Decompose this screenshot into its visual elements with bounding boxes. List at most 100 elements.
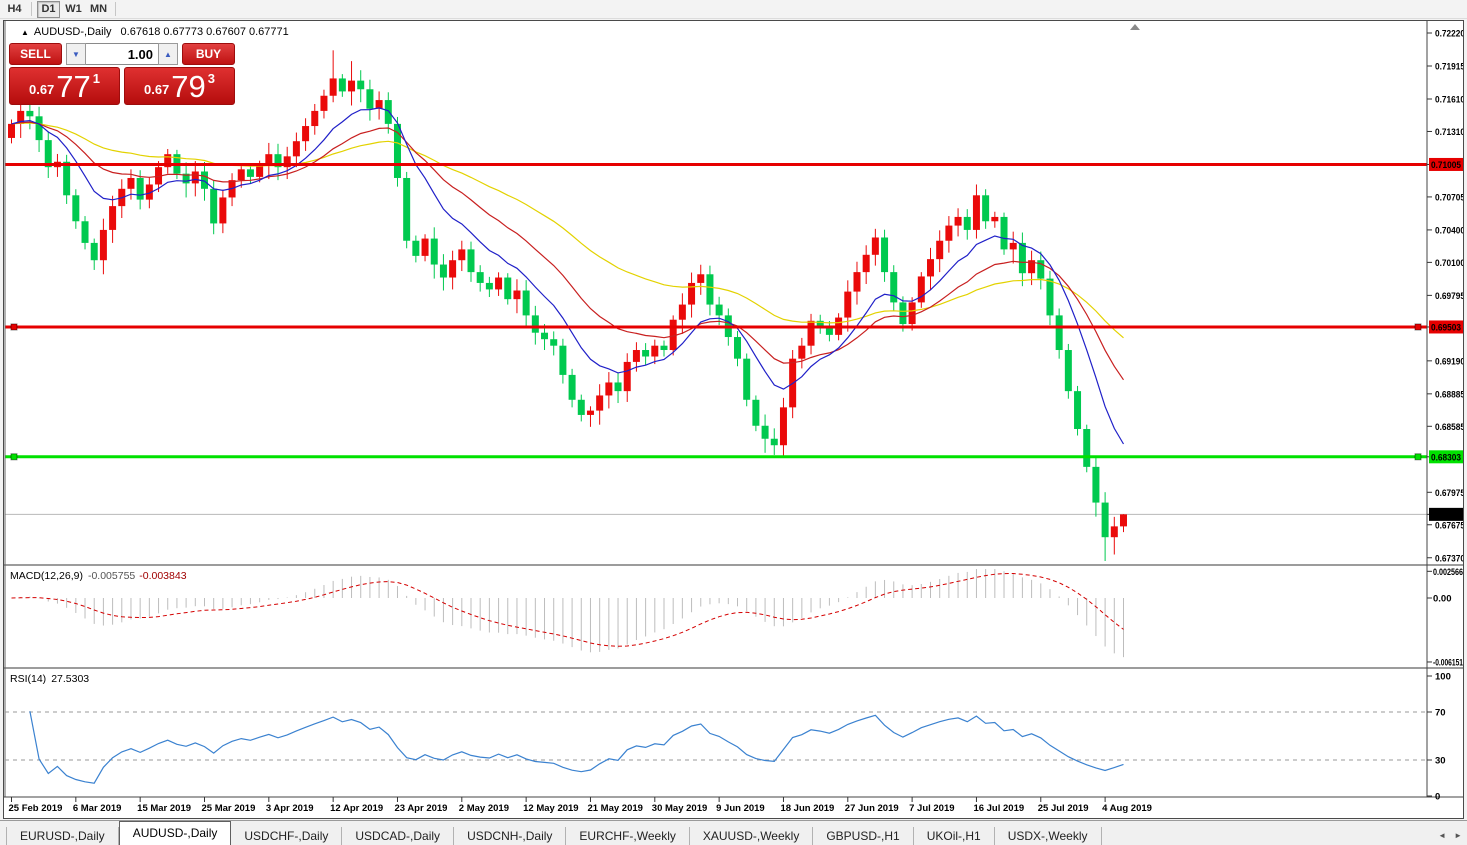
svg-text:0.68885: 0.68885	[1435, 389, 1463, 400]
buy-button[interactable]: BUY	[182, 43, 235, 65]
line-handle[interactable]	[1414, 323, 1422, 331]
svg-text:25 Mar 2019: 25 Mar 2019	[201, 803, 255, 814]
svg-text:0.70400: 0.70400	[1435, 225, 1463, 236]
tab-scroll-controls: ◄ ►	[1438, 831, 1462, 840]
tab-scroll-right-icon[interactable]: ►	[1454, 831, 1462, 840]
rsi-pane	[5, 711, 1427, 784]
sell-price-big: 77	[56, 68, 91, 104]
candles-layer	[8, 50, 1127, 561]
svg-text:0.67370: 0.67370	[1435, 553, 1463, 564]
svg-text:30 May 2019: 30 May 2019	[652, 803, 707, 814]
svg-text:7 Jul 2019: 7 Jul 2019	[909, 803, 954, 814]
svg-text:3 Apr 2019: 3 Apr 2019	[266, 803, 314, 814]
svg-text:12 Apr 2019: 12 Apr 2019	[330, 803, 383, 814]
chart-tab-AUDUSD-Daily[interactable]: AUDUSD-,Daily	[118, 821, 232, 845]
svg-text:70: 70	[1435, 708, 1446, 719]
macd-signal-value: -0.003843	[139, 570, 187, 582]
buy-price-pip: 3	[207, 71, 216, 86]
macd-signal-line	[11, 572, 1124, 647]
chart-canvas[interactable]: 0.72220 0.71915 0.71610 0.71310 0.71005 0.707…	[4, 21, 1463, 818]
svg-text:0.71610: 0.71610	[1435, 94, 1463, 105]
chart-window: 0.72220 0.71915 0.71610 0.71310 0.71005 0.707…	[3, 20, 1464, 819]
line-handle[interactable]	[10, 453, 18, 461]
svg-text:0.68585: 0.68585	[1435, 422, 1463, 433]
chart-tabs: EURUSD-,Daily AUDUSD-,Daily USDCHF-,Daily U…	[0, 821, 1467, 845]
line-handle[interactable]	[10, 323, 18, 331]
chart-tab-USDCAD-Daily[interactable]: USDCAD-,Daily	[342, 827, 455, 845]
svg-text:0.002566: 0.002566	[1433, 567, 1463, 578]
svg-text:0.68303: 0.68303	[1431, 452, 1461, 463]
timeframe-button-D1[interactable]: D1	[37, 0, 60, 18]
svg-text:0.69503: 0.69503	[1431, 322, 1461, 333]
symbol-triangle-icon: ▲	[21, 28, 29, 37]
chart-tab-bar: EURUSD-,Daily AUDUSD-,Daily USDCHF-,Daily U…	[0, 820, 1467, 845]
symbol-name: AUDUSD-,Daily	[33, 26, 112, 38]
rsi-value: 27.5303	[51, 673, 90, 685]
chart-tab-USDCNH-Daily[interactable]: USDCNH-,Daily	[454, 827, 567, 845]
price-marker-0.67771	[1429, 507, 1463, 521]
volume-increase-button[interactable]: ▲	[158, 43, 178, 65]
rsi-name: RSI(14)	[10, 673, 47, 685]
horizontal-lines-layer	[5, 162, 1427, 461]
svg-text:0.67975: 0.67975	[1435, 488, 1463, 499]
chart-tab-XAUUSD-Weekly[interactable]: XAUUSD-,Weekly	[690, 827, 814, 845]
timeframe-button-H4[interactable]: H4	[3, 1, 26, 18]
slow-ma	[11, 122, 1124, 339]
svg-text:4 Aug 2019: 4 Aug 2019	[1102, 803, 1152, 814]
svg-text:0.71915: 0.71915	[1435, 61, 1463, 72]
chevron-up-icon: ▲	[164, 49, 172, 59]
chart-tab-EURCHF-Weekly[interactable]: EURCHF-,Weekly	[566, 827, 690, 845]
chart-tab-USDX-Weekly[interactable]: USDX-,Weekly	[995, 827, 1102, 845]
timeframe-toolbar: H4 D1 W1 MN	[0, 0, 1467, 19]
toolbar-separator	[31, 2, 32, 16]
chart-tab-EURUSD-Daily[interactable]: EURUSD-,Daily	[6, 827, 119, 845]
svg-text:21 May 2019: 21 May 2019	[587, 803, 642, 814]
chart-shift-marker-icon	[1130, 24, 1140, 30]
trade-panel-top-row: SELL ▼ ▲ BUY	[9, 43, 235, 65]
buy-price-prefix: 0.67	[143, 82, 170, 97]
buy-price-big: 79	[171, 68, 206, 104]
svg-text:0.69795: 0.69795	[1435, 291, 1463, 302]
volume-decrease-button[interactable]: ▼	[66, 43, 86, 65]
price-scale[interactable]: 0.72220 0.71915 0.71610 0.71310 0.71005 0.707…	[1427, 29, 1463, 803]
timeframe-buttons: H4 D1 W1 MN	[2, 0, 120, 18]
sell-price-pip: 1	[92, 71, 101, 86]
price-marker-0.71005	[1429, 157, 1463, 171]
sell-button[interactable]: SELL	[9, 43, 62, 65]
svg-text:0: 0	[1435, 792, 1440, 803]
chart-tab-GBPUSD-H1[interactable]: GBPUSD-,H1	[813, 827, 914, 845]
chevron-down-icon: ▼	[72, 49, 80, 59]
svg-text:12 May 2019: 12 May 2019	[523, 803, 578, 814]
volume-input[interactable]	[86, 43, 158, 65]
chart-tab-USDCHF-Daily[interactable]: USDCHF-,Daily	[231, 827, 343, 845]
svg-text:0.69190: 0.69190	[1435, 356, 1463, 367]
timeframe-button-W1[interactable]: W1	[62, 1, 85, 18]
line-handle[interactable]	[1414, 453, 1422, 461]
svg-text:2 May 2019: 2 May 2019	[459, 803, 509, 814]
buy-price-button[interactable]: 0.67 79 3	[124, 67, 235, 105]
rsi-indicator-label: RSI(14) 27.5303	[10, 673, 89, 685]
svg-text:0.70705: 0.70705	[1435, 192, 1463, 203]
sell-price-button[interactable]: 0.67 77 1	[9, 67, 120, 105]
chart-tab-UKOil-H1[interactable]: UKOil-,H1	[914, 827, 995, 845]
sell-price-prefix: 0.67	[28, 82, 55, 97]
price-marker-0.69503	[1429, 320, 1463, 334]
macd-indicator-label: MACD(12,26,9) -0.005755 -0.003843	[10, 570, 187, 582]
trade-panel-price-row: 0.67 77 1 0.67 79 3	[9, 67, 235, 105]
svg-text:30: 30	[1435, 756, 1446, 767]
macd-main-value: -0.005755	[87, 570, 136, 582]
svg-text:23 Apr 2019: 23 Apr 2019	[394, 803, 447, 814]
tab-scroll-left-icon[interactable]: ◄	[1438, 831, 1447, 840]
svg-text:25 Feb 2019: 25 Feb 2019	[9, 803, 63, 814]
svg-text:15 Mar 2019: 15 Mar 2019	[137, 803, 191, 814]
svg-text:16 Jul 2019: 16 Jul 2019	[973, 803, 1024, 814]
svg-text:18 Jun 2019: 18 Jun 2019	[780, 803, 834, 814]
ohlc-values: 0.67618 0.67773 0.67607 0.67771	[120, 26, 289, 38]
macd-name: MACD(12,26,9)	[10, 570, 83, 582]
date-axis[interactable]: 25 Feb 2019 6 Mar 2019 15 Mar 2019 25 Mar 2…	[9, 797, 1152, 814]
svg-text:0.70100: 0.70100	[1435, 258, 1463, 269]
svg-text:-0.006151: -0.006151	[1433, 657, 1463, 668]
timeframe-button-MN[interactable]: MN	[87, 1, 110, 18]
